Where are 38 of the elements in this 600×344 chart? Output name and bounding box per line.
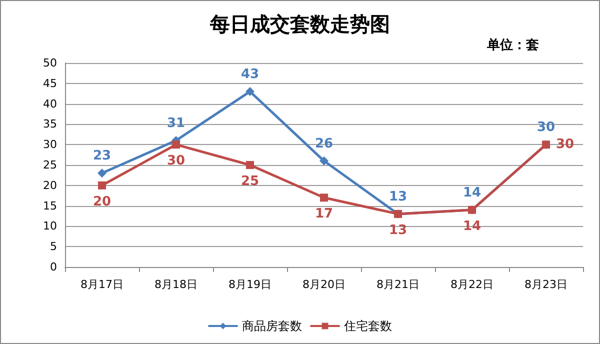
data-label: 43 xyxy=(240,67,260,82)
y-tick-label: 20 xyxy=(43,178,57,192)
point xyxy=(246,161,254,169)
point xyxy=(98,168,106,178)
data-label: 20 xyxy=(92,194,112,210)
x-tick-label: 8月17日 xyxy=(80,278,124,291)
x-tick-label: 8月22日 xyxy=(450,278,494,291)
chart-title: 每日成交套数走势图 xyxy=(209,12,390,36)
y-tick-label: 10 xyxy=(43,220,57,233)
x-tick-label: 8月21日 xyxy=(376,278,420,291)
y-tick-label: 40 xyxy=(43,97,57,110)
point xyxy=(172,140,180,149)
y-tick-label: 45 xyxy=(43,76,57,90)
text: 单位：套 xyxy=(486,37,539,53)
legend-label: 住宅套数 xyxy=(343,319,392,333)
data-label: 17 xyxy=(314,206,334,222)
x-tick-label: 8月18日 xyxy=(154,278,198,291)
y-tick-label: 15 xyxy=(43,199,57,212)
data-label: 13 xyxy=(388,189,408,204)
x-tick-label: 8月20日 xyxy=(302,278,346,291)
y-tick-label: 50 xyxy=(43,56,57,70)
y-tick-label: 25 xyxy=(43,158,57,172)
point xyxy=(320,194,328,202)
y-tick-label: 0 xyxy=(50,260,57,274)
data-label: 23 xyxy=(92,148,112,164)
data-label: 30 xyxy=(166,154,186,169)
data-label: 30 xyxy=(536,120,556,136)
y-tick-label: 35 xyxy=(43,118,57,131)
x-tick-label: 8月23日 xyxy=(524,278,568,291)
data-label: 13 xyxy=(388,222,408,238)
y-tick-label: 5 xyxy=(50,240,57,254)
point xyxy=(320,156,328,166)
point xyxy=(246,87,254,96)
x-tick-label: 8月19日 xyxy=(228,278,272,291)
point xyxy=(98,181,106,190)
y-tick-label: 30 xyxy=(43,138,57,152)
data-label: 14 xyxy=(462,185,482,200)
legend-label: 商品房套数 xyxy=(242,319,302,333)
